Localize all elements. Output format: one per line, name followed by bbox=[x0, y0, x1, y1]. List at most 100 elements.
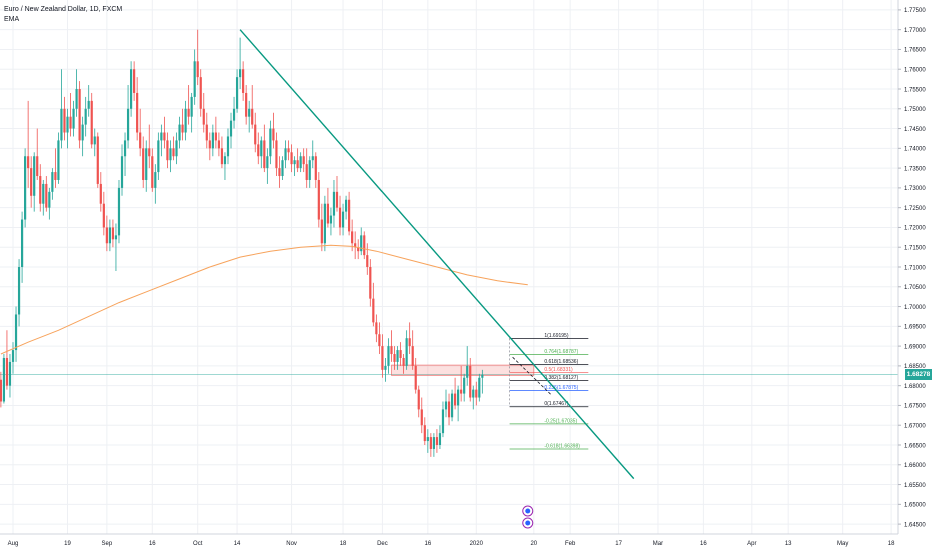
candle-body bbox=[102, 203, 105, 228]
candle-body bbox=[335, 191, 339, 208]
event-marker-dot bbox=[525, 520, 531, 526]
trendlines bbox=[239, 29, 635, 480]
candle-body bbox=[272, 128, 275, 141]
candle-body bbox=[326, 203, 330, 224]
candle-body bbox=[305, 164, 308, 180]
candle-body bbox=[84, 108, 87, 125]
candle-body bbox=[296, 160, 299, 169]
price-tick-label: 1.70500 bbox=[904, 285, 926, 291]
candle-body bbox=[338, 207, 342, 228]
candle-body bbox=[278, 168, 281, 177]
candle-body bbox=[375, 322, 378, 335]
candle-body bbox=[402, 357, 405, 366]
time-axis[interactable]: Aug 19 Sep 16 Oct 14 Nov 18 Dec 16 2020 20 Feb 17 Mar 1… bbox=[0, 533, 898, 547]
candle-body bbox=[20, 219, 24, 267]
event-markers[interactable] bbox=[522, 505, 534, 529]
price-tick-label: 1.67000 bbox=[904, 424, 926, 430]
candle-body bbox=[54, 172, 57, 180]
candle-body bbox=[481, 374, 484, 378]
candle-body bbox=[248, 108, 251, 117]
candle-body bbox=[133, 69, 136, 93]
candle-body bbox=[478, 377, 481, 398]
candle-body bbox=[357, 247, 360, 252]
candle-body bbox=[229, 120, 233, 137]
ema-line-path bbox=[0, 244, 528, 355]
fib-level-label: 0(1.67467) bbox=[544, 401, 569, 407]
candle-body bbox=[17, 267, 21, 315]
candle-body bbox=[263, 140, 266, 169]
candle-body bbox=[217, 140, 221, 149]
candle-body bbox=[111, 227, 115, 240]
candle-body bbox=[408, 338, 411, 347]
candle-body bbox=[205, 124, 208, 141]
candle-body bbox=[75, 89, 78, 109]
candle-body bbox=[48, 191, 51, 208]
candle-body bbox=[275, 140, 278, 169]
fib-level-label: 0.236(1.67875) bbox=[544, 385, 578, 391]
price-tick-label: 1.76500 bbox=[904, 48, 926, 54]
candle-body bbox=[453, 393, 457, 406]
candle-body bbox=[447, 401, 451, 418]
price-tick-label: 1.73000 bbox=[904, 186, 926, 192]
candle-body bbox=[429, 437, 432, 449]
price-tick-label: 1.72000 bbox=[904, 226, 926, 232]
time-tick-label: May bbox=[837, 541, 848, 547]
candle-body bbox=[254, 124, 257, 145]
resistance-zone-box bbox=[391, 364, 535, 376]
candle-body bbox=[235, 77, 239, 109]
candle-body bbox=[387, 346, 390, 366]
candle-body bbox=[469, 365, 472, 398]
candle-body bbox=[399, 350, 402, 358]
price-tick-label: 1.76000 bbox=[904, 68, 926, 74]
indicator-label[interactable]: EMA bbox=[4, 16, 20, 23]
time-tick-label: Oct bbox=[193, 541, 203, 547]
price-tick-label: 1.68000 bbox=[904, 384, 926, 390]
price-tick-label: 1.67500 bbox=[904, 404, 926, 410]
time-tick-label: 16 bbox=[424, 541, 431, 547]
price-axis-bg bbox=[898, 0, 932, 550]
price-tick-label: 1.69500 bbox=[904, 325, 926, 331]
time-tick-label: 13 bbox=[785, 541, 792, 547]
candle-body bbox=[332, 191, 336, 216]
candle-body bbox=[11, 350, 15, 362]
last-price-badge: 1.68278 bbox=[905, 369, 932, 381]
candle-body bbox=[269, 128, 272, 157]
candle-body bbox=[472, 389, 475, 398]
candle-body bbox=[290, 152, 293, 165]
candle-body bbox=[317, 179, 320, 220]
candle-body bbox=[302, 156, 305, 165]
candle-body bbox=[42, 183, 45, 204]
time-tick-label: 16 bbox=[700, 541, 707, 547]
ema-line bbox=[0, 244, 528, 355]
fib-level-label: -0.25(1.67035) bbox=[544, 418, 577, 424]
candle-body bbox=[257, 144, 260, 157]
candle-body bbox=[184, 108, 187, 133]
candle-body bbox=[142, 148, 145, 180]
candle-body bbox=[390, 346, 393, 355]
event-marker-icon[interactable] bbox=[522, 505, 534, 517]
price-tick-label: 1.64500 bbox=[904, 522, 926, 528]
candle-body bbox=[60, 108, 63, 141]
candle-body bbox=[136, 92, 139, 133]
candle-body bbox=[193, 61, 196, 97]
candle-body bbox=[63, 108, 66, 133]
candle-body bbox=[151, 156, 154, 188]
projection-dashed-line bbox=[512, 356, 553, 396]
candle-body bbox=[208, 140, 211, 149]
event-marker-icon[interactable] bbox=[522, 517, 534, 529]
candle-body bbox=[214, 132, 217, 141]
candle-body bbox=[108, 227, 111, 244]
candle-body bbox=[81, 124, 84, 141]
candle-body bbox=[251, 108, 254, 125]
candle-body bbox=[36, 156, 39, 177]
candle-body bbox=[0, 379, 2, 402]
candle-body bbox=[393, 354, 396, 362]
candle-body bbox=[120, 156, 124, 188]
candle-body bbox=[438, 433, 442, 445]
price-axis[interactable]: 1.77500 1.77000 1.76500 1.76000 1.75500 1.750… bbox=[897, 0, 932, 550]
fib-level-label: 0.382(1.68127) bbox=[544, 375, 578, 381]
candle-body bbox=[432, 437, 435, 449]
candle-body bbox=[66, 116, 69, 133]
candle-body bbox=[384, 365, 387, 370]
